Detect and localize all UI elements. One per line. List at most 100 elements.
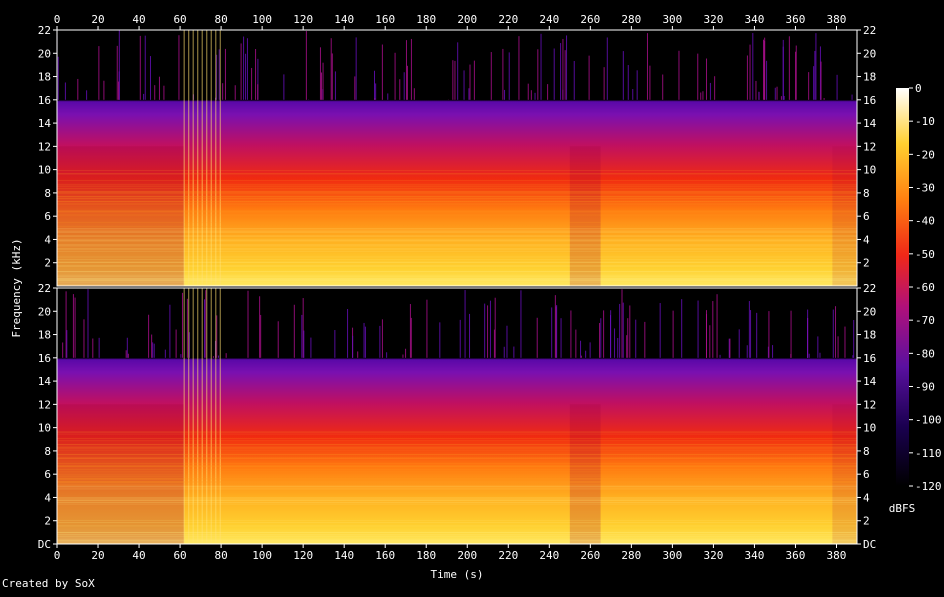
spectrogram-channel-2 xyxy=(56,287,858,545)
y-tick-label: DC xyxy=(863,538,876,551)
y-tick-label: 2 xyxy=(863,515,870,528)
x-tick-label: 140 xyxy=(334,549,354,562)
panel-frame xyxy=(56,287,858,545)
x-tick-label: 220 xyxy=(498,549,518,562)
spectrum-energy xyxy=(57,30,857,286)
spectrogram-channel-1 xyxy=(56,29,858,287)
x-tick-label: 0 xyxy=(54,13,61,26)
y-tick-label: 4 xyxy=(863,491,870,504)
x-tick-label: 380 xyxy=(827,13,847,26)
colorbar-tick-label: 0 xyxy=(915,82,922,95)
x-tick-label: 180 xyxy=(416,549,436,562)
x-tick-label: 40 xyxy=(132,13,145,26)
x-tick-label: 360 xyxy=(786,549,806,562)
colorbar-tick-label: -80 xyxy=(915,347,935,360)
y-tick-label: 18 xyxy=(863,71,876,84)
x-tick-label: 160 xyxy=(375,549,395,562)
colorbar-tick-label: -30 xyxy=(915,182,935,195)
y-tick-label: 12 xyxy=(38,140,51,153)
y-tick-label: 4 xyxy=(44,491,51,504)
y-tick-label: 16 xyxy=(863,94,876,107)
colorbar-tick-label: -40 xyxy=(915,215,935,228)
segment-shade xyxy=(832,404,857,544)
y-tick-label: 20 xyxy=(863,305,876,318)
y-tick-label: 4 xyxy=(863,233,870,246)
y-tick-label: 2 xyxy=(44,257,51,270)
colorbar-tick-label: -10 xyxy=(915,115,935,128)
segment-shade xyxy=(57,146,185,286)
x-tick-label: 340 xyxy=(744,13,764,26)
x-tick-label: 100 xyxy=(252,13,272,26)
panel-frame xyxy=(56,29,858,287)
x-tick-label: 300 xyxy=(662,549,682,562)
x-tick-label: 380 xyxy=(827,549,847,562)
x-tick-label: 340 xyxy=(744,549,764,562)
y-tick-label: 8 xyxy=(863,445,870,458)
y-tick-label: 22 xyxy=(863,282,876,295)
y-tick-label: 6 xyxy=(863,210,870,223)
y-tick-label: 10 xyxy=(38,422,51,435)
y-tick-label: 4 xyxy=(44,233,51,246)
y-tick-label: 12 xyxy=(863,140,876,153)
y-tick-label: 10 xyxy=(863,422,876,435)
y-tick-label: 22 xyxy=(38,282,51,295)
y-tick-label: 20 xyxy=(38,305,51,318)
x-tick-label: 80 xyxy=(214,13,227,26)
x-tick-label: 20 xyxy=(91,549,104,562)
y-tick-label: 6 xyxy=(44,210,51,223)
x-tick-label: 320 xyxy=(703,549,723,562)
y-tick-label: 18 xyxy=(38,329,51,342)
x-tick-label: 100 xyxy=(252,549,272,562)
colorbar-tick-label: -120 xyxy=(915,480,942,493)
x-tick-label: 200 xyxy=(457,13,477,26)
y-tick-label: 14 xyxy=(38,375,52,388)
x-tick-label: 280 xyxy=(621,13,641,26)
x-tick-label: 60 xyxy=(173,549,186,562)
colorbar-tick-label: -100 xyxy=(915,414,942,427)
colorbar xyxy=(896,88,909,486)
colorbar-tick-label: -90 xyxy=(915,381,935,394)
y-tick-label: 18 xyxy=(38,71,51,84)
segment-shade xyxy=(569,404,601,544)
x-tick-label: 220 xyxy=(498,13,518,26)
y-tick-label: 2 xyxy=(44,515,51,528)
y-tick-label: 8 xyxy=(44,445,51,458)
y-tick-label: 20 xyxy=(38,47,51,60)
x-tick-label: 240 xyxy=(539,13,559,26)
y-tick-label: 14 xyxy=(38,117,52,130)
y-tick-label: 20 xyxy=(863,47,876,60)
colorbar-label: dBFS xyxy=(889,502,916,515)
x-tick-label: 180 xyxy=(416,13,436,26)
y-tick-label: 6 xyxy=(863,468,870,481)
x-tick-label: 320 xyxy=(703,13,723,26)
y-tick-label: 14 xyxy=(863,375,877,388)
y-tick-label: 14 xyxy=(863,117,877,130)
x-tick-label: 200 xyxy=(457,549,477,562)
x-tick-label: 120 xyxy=(293,549,313,562)
segment-shade xyxy=(57,404,185,544)
credit-text: Created by SoX xyxy=(2,577,95,590)
y-tick-label: 22 xyxy=(863,24,876,37)
x-tick-label: 300 xyxy=(662,13,682,26)
x-tick-label: 360 xyxy=(786,13,806,26)
y-tick-label: 8 xyxy=(863,187,870,200)
colorbar-tick-label: -50 xyxy=(915,248,935,261)
x-tick-label: 260 xyxy=(580,13,600,26)
y-tick-label: 10 xyxy=(863,164,876,177)
y-tick-label: DC xyxy=(38,538,51,551)
y-tick-label: 22 xyxy=(38,24,51,37)
colorbar-tick-label: -70 xyxy=(915,314,935,327)
x-tick-label: 140 xyxy=(334,13,354,26)
segment-shade xyxy=(569,146,601,286)
x-tick-label: 40 xyxy=(132,549,145,562)
x-tick-label: 160 xyxy=(375,13,395,26)
y-tick-label: 16 xyxy=(38,94,51,107)
colorbar-tick-label: -110 xyxy=(915,447,942,460)
spectrum-energy xyxy=(57,288,857,544)
x-tick-label: 60 xyxy=(173,13,186,26)
x-axis-label: Time (s) xyxy=(431,568,484,581)
x-tick-label: 260 xyxy=(580,549,600,562)
y-tick-label: 16 xyxy=(38,352,51,365)
y-tick-label: 2 xyxy=(863,257,870,270)
